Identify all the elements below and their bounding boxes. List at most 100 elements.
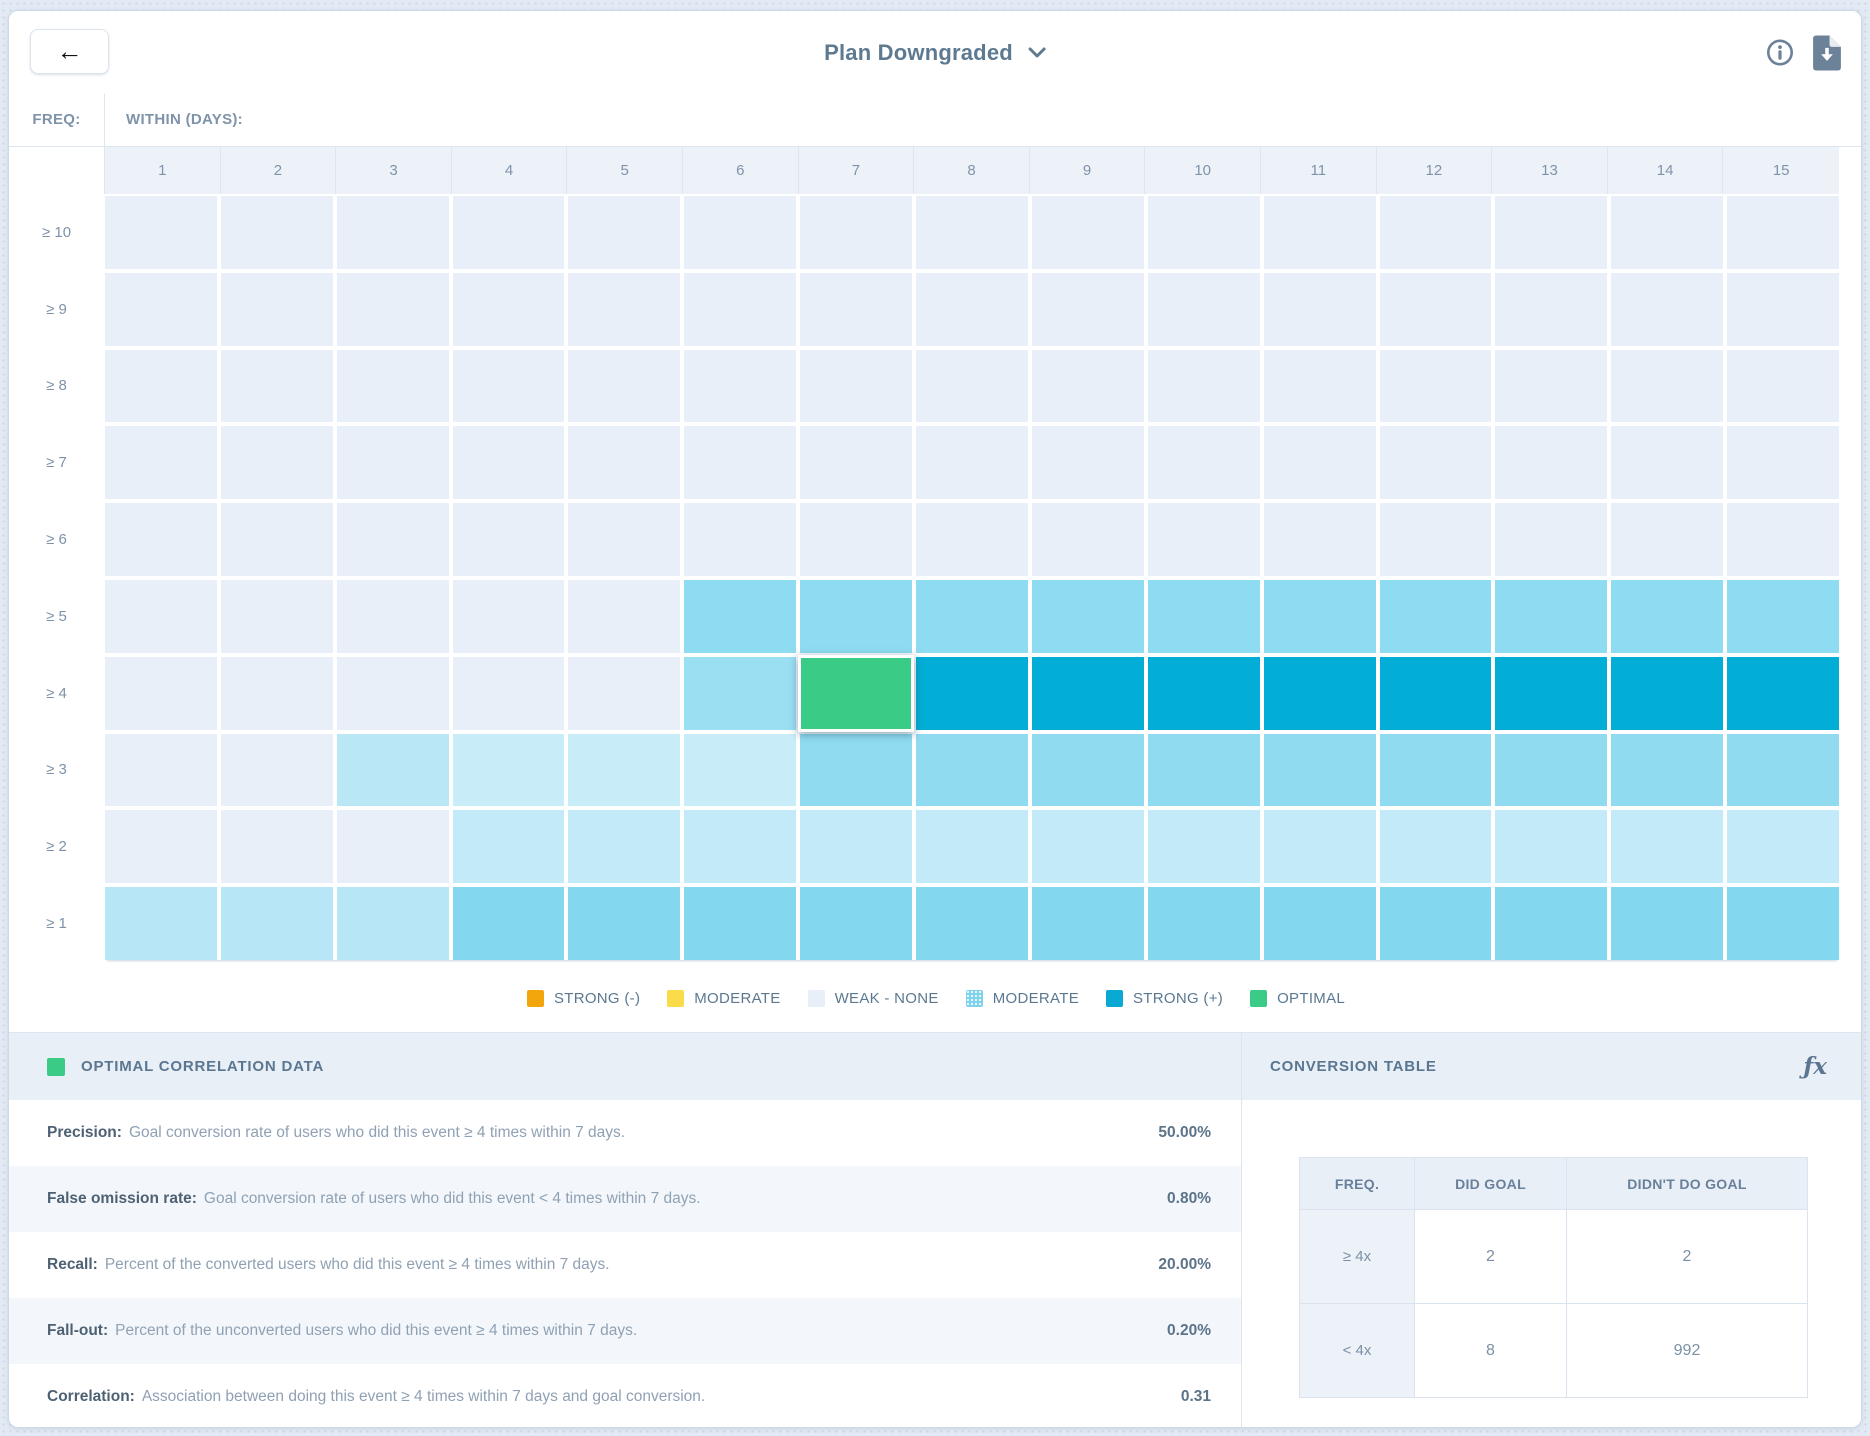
heatmap-cell[interactable] <box>105 810 217 884</box>
heatmap-cell[interactable] <box>336 733 449 807</box>
heatmap-cell[interactable] <box>1031 503 1144 576</box>
heatmap-cell[interactable] <box>684 196 797 269</box>
heatmap-cell[interactable] <box>800 349 913 423</box>
heatmap-cell[interactable] <box>1147 887 1260 960</box>
heatmap-cell[interactable] <box>1727 656 1839 730</box>
heatmap-cell[interactable] <box>1263 733 1376 807</box>
heatmap-cell[interactable] <box>568 272 681 346</box>
heatmap-cell[interactable] <box>220 580 333 653</box>
heatmap-cell[interactable] <box>105 272 217 346</box>
heatmap-cell[interactable] <box>1727 810 1839 884</box>
heatmap-cell[interactable] <box>452 656 565 730</box>
heatmap-cell[interactable] <box>1147 349 1260 423</box>
heatmap-cell[interactable] <box>336 580 449 653</box>
report-title-dropdown[interactable]: Plan Downgraded <box>824 40 1046 66</box>
formula-fx-icon[interactable]: ƒx <box>1803 1053 1827 1080</box>
heatmap-cell[interactable] <box>1147 196 1260 269</box>
info-icon[interactable] <box>1765 38 1795 68</box>
heatmap-cell[interactable] <box>1495 503 1608 576</box>
heatmap-cell[interactable] <box>1263 349 1376 423</box>
heatmap-cell[interactable] <box>1031 349 1144 423</box>
heatmap-cell[interactable] <box>1611 580 1724 653</box>
heatmap-cell[interactable] <box>220 196 333 269</box>
heatmap-cell[interactable] <box>1263 810 1376 884</box>
heatmap-cell[interactable] <box>452 580 565 653</box>
heatmap-cell[interactable] <box>1611 426 1724 500</box>
heatmap-cell[interactable] <box>1263 580 1376 653</box>
heatmap-cell[interactable] <box>1379 887 1492 960</box>
heatmap-cell[interactable] <box>1379 733 1492 807</box>
heatmap-cell[interactable] <box>684 656 797 730</box>
heatmap-cell[interactable] <box>1611 733 1724 807</box>
heatmap-cell[interactable] <box>1147 733 1260 807</box>
heatmap-cell[interactable] <box>916 272 1028 346</box>
download-report-icon[interactable] <box>1813 35 1841 70</box>
heatmap-cell[interactable] <box>684 349 797 423</box>
heatmap-cell[interactable] <box>800 580 913 653</box>
heatmap-cell[interactable] <box>1263 887 1376 960</box>
heatmap-cell[interactable] <box>684 810 797 884</box>
heatmap-cell[interactable] <box>1263 426 1376 500</box>
heatmap-cell[interactable] <box>1379 656 1492 730</box>
heatmap-cell[interactable] <box>1379 580 1492 653</box>
heatmap-cell[interactable] <box>1495 426 1608 500</box>
heatmap-cell[interactable] <box>568 349 681 423</box>
heatmap-cell[interactable] <box>1611 503 1724 576</box>
heatmap-cell[interactable] <box>1611 349 1724 423</box>
heatmap-cell[interactable] <box>1379 272 1492 346</box>
heatmap-cell[interactable] <box>1495 887 1608 960</box>
heatmap-cell[interactable] <box>220 503 333 576</box>
heatmap-cell[interactable] <box>336 349 449 423</box>
heatmap-cell[interactable] <box>220 426 333 500</box>
heatmap-cell[interactable] <box>1031 810 1144 884</box>
heatmap-cell[interactable] <box>1611 656 1724 730</box>
heatmap-cell[interactable] <box>1147 656 1260 730</box>
heatmap-cell[interactable] <box>1495 196 1608 269</box>
heatmap-cell[interactable] <box>916 887 1028 960</box>
heatmap-cell[interactable] <box>1727 580 1839 653</box>
heatmap-cell[interactable] <box>220 349 333 423</box>
heatmap-cell[interactable] <box>220 733 333 807</box>
heatmap-cell[interactable] <box>568 426 681 500</box>
heatmap-cell[interactable] <box>916 810 1028 884</box>
heatmap-cell[interactable] <box>1147 580 1260 653</box>
heatmap-cell[interactable] <box>1263 272 1376 346</box>
heatmap-cell[interactable] <box>105 580 217 653</box>
heatmap-cell[interactable] <box>1031 426 1144 500</box>
heatmap-cell[interactable] <box>800 810 913 884</box>
heatmap-cell[interactable] <box>684 887 797 960</box>
heatmap-cell[interactable] <box>1031 580 1144 653</box>
heatmap-cell[interactable] <box>1031 196 1144 269</box>
heatmap-cell[interactable] <box>800 272 913 346</box>
heatmap-cell[interactable] <box>916 196 1028 269</box>
heatmap-cell[interactable] <box>800 733 913 807</box>
heatmap-cell[interactable] <box>452 810 565 884</box>
heatmap-cell[interactable] <box>220 887 333 960</box>
heatmap-cell[interactable] <box>105 887 217 960</box>
heatmap-cell[interactable] <box>452 272 565 346</box>
back-button[interactable]: ← <box>30 29 109 74</box>
heatmap-cell[interactable] <box>1031 733 1144 807</box>
heatmap-cell[interactable] <box>684 272 797 346</box>
heatmap-cell[interactable] <box>452 196 565 269</box>
heatmap-cell[interactable] <box>336 503 449 576</box>
heatmap-cell[interactable] <box>1495 810 1608 884</box>
heatmap-cell[interactable] <box>452 733 565 807</box>
heatmap-cell[interactable] <box>1147 503 1260 576</box>
heatmap-cell[interactable] <box>1147 810 1260 884</box>
heatmap-cell[interactable] <box>452 426 565 500</box>
heatmap-cell[interactable] <box>220 656 333 730</box>
heatmap-cell[interactable] <box>568 503 681 576</box>
heatmap-cell[interactable] <box>684 580 797 653</box>
heatmap-cell[interactable] <box>105 733 217 807</box>
heatmap-cell[interactable] <box>105 196 217 269</box>
heatmap-cell[interactable] <box>1611 272 1724 346</box>
heatmap-cell[interactable] <box>1031 656 1144 730</box>
heatmap-cell[interactable] <box>1495 733 1608 807</box>
heatmap-cell[interactable] <box>105 503 217 576</box>
heatmap-cell[interactable] <box>1147 272 1260 346</box>
heatmap-cell[interactable] <box>336 810 449 884</box>
heatmap-cell[interactable] <box>1379 426 1492 500</box>
heatmap-cell[interactable] <box>568 196 681 269</box>
heatmap-cell[interactable] <box>1031 887 1144 960</box>
